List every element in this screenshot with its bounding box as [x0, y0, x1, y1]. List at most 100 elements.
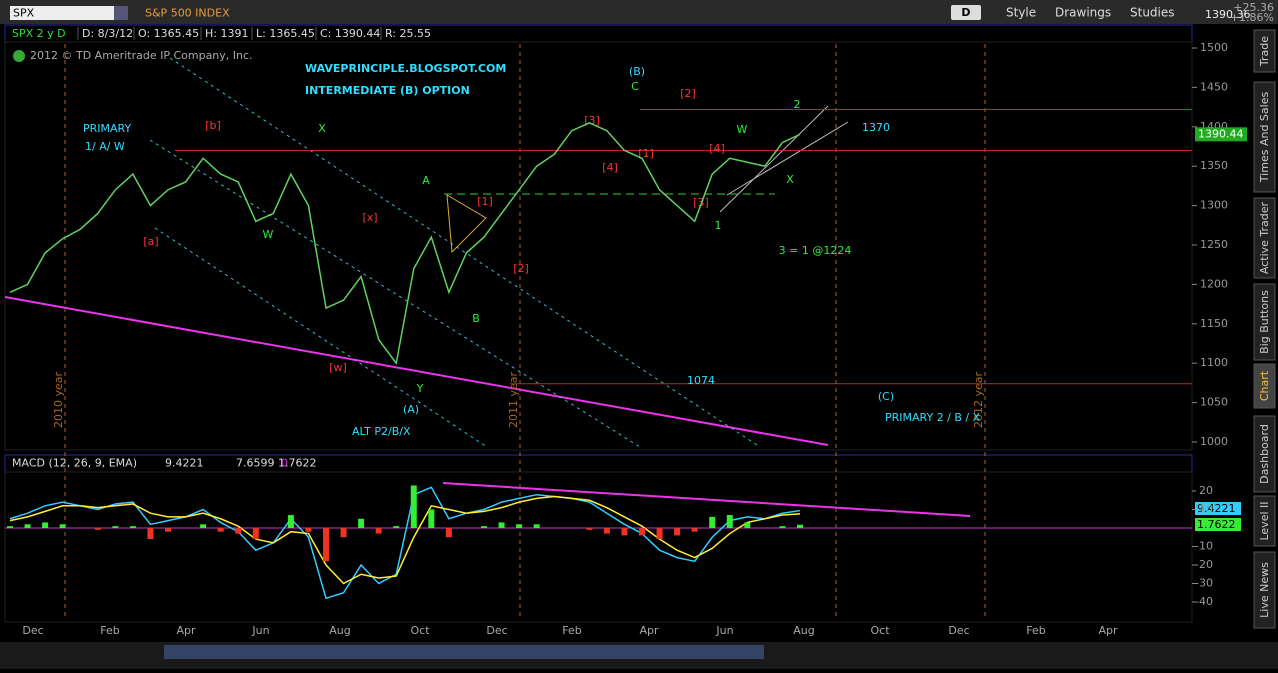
macd-trendline	[442, 482, 971, 517]
side-tab[interactable]	[1253, 363, 1276, 409]
diff-badge	[1195, 518, 1241, 531]
info-field: H: 1391	[205, 27, 248, 40]
histogram-bar	[621, 528, 628, 536]
y-tick-label: 1200	[1200, 277, 1228, 290]
scrollbar-thumb[interactable]	[164, 645, 764, 659]
histogram-bar	[129, 526, 136, 528]
info-icon[interactable]	[13, 50, 25, 62]
side-tab-label: Level II	[1258, 501, 1271, 540]
triangle	[446, 194, 487, 254]
macd-value: 7.6599	[236, 457, 275, 470]
annotation: X	[318, 122, 326, 135]
side-tab[interactable]	[1253, 495, 1276, 547]
annotation: [b]	[205, 119, 221, 132]
side-tab[interactable]	[1253, 81, 1276, 193]
y-tick-label: 1350	[1200, 159, 1228, 172]
period-label: D	[961, 6, 970, 19]
x-tick-label: Feb	[100, 624, 119, 637]
side-tab-label: Dashboard	[1258, 424, 1271, 484]
annotation: [4]	[602, 161, 618, 174]
last-price-badge	[1195, 127, 1247, 142]
symbol-box[interactable]	[10, 6, 114, 20]
side-tab-label: Active Trader	[1258, 201, 1271, 274]
histogram-bar	[358, 518, 365, 528]
info-field: D: 8/3/12	[82, 27, 133, 40]
histogram-bar	[217, 528, 224, 532]
channel-line	[169, 57, 761, 448]
histogram-bar	[586, 528, 593, 530]
histogram-bar	[24, 524, 31, 528]
year-label: 2012 year	[972, 372, 985, 429]
histogram-bar	[112, 526, 119, 528]
macd-panel	[4, 471, 1193, 623]
macd-line	[9, 495, 801, 585]
drawings-button[interactable]: Drawings	[1055, 6, 1111, 20]
style-button[interactable]: Style	[1006, 6, 1036, 20]
histogram-bar	[639, 528, 645, 536]
macd-title: MACD (12, 26, 9, EMA)	[12, 457, 137, 470]
last-price: 1390.36	[1205, 8, 1251, 21]
y-tick-label: 1250	[1200, 238, 1228, 251]
histogram-bar	[709, 516, 716, 528]
studies-button[interactable]: Studies	[1130, 6, 1175, 20]
channel-line	[154, 227, 488, 448]
annotation: ALT P2/B/X	[352, 425, 411, 438]
histogram-bar	[603, 528, 610, 534]
histogram-bar	[410, 485, 417, 528]
x-tick-label: Aug	[329, 624, 350, 637]
annotation: [1]	[477, 195, 493, 208]
x-tick-label: Oct	[410, 624, 430, 637]
side-tab-label: Trade	[1258, 36, 1271, 67]
x-tick-label: Dec	[22, 624, 43, 637]
histogram-bar	[779, 526, 786, 528]
side-tab[interactable]	[1253, 283, 1276, 361]
annotation: Y	[416, 382, 424, 395]
y-tick-label: 1500	[1200, 41, 1228, 54]
last-price-label: 1390.44	[1198, 127, 1244, 140]
histogram-bar	[498, 522, 505, 528]
period-button[interactable]	[951, 5, 981, 20]
annotation: WAVEPRINCIPLE.BLOGSPOT.COM	[305, 62, 506, 75]
annotation: 3 = 1 @1224	[779, 244, 852, 257]
annotation: (A)	[403, 403, 419, 416]
side-tab[interactable]	[1253, 29, 1276, 73]
y-tick-label: -30	[1195, 577, 1213, 590]
side-tab-label: Live News	[1258, 562, 1271, 618]
y-tick-label: -40	[1195, 595, 1213, 608]
annotation: 1/ A/ W	[85, 140, 125, 153]
histogram-bar	[375, 528, 382, 534]
annotation: W	[737, 123, 748, 136]
side-tab[interactable]	[1253, 415, 1276, 493]
histogram-bar	[516, 524, 523, 528]
symbol-dropdown[interactable]	[114, 6, 128, 20]
histogram-bar	[744, 522, 751, 528]
x-tick-label: Feb	[562, 624, 581, 637]
annotation: PRIMARY 2 / B / X	[885, 411, 981, 424]
y-tick-label: 1050	[1200, 396, 1228, 409]
x-tick-label: Apr	[639, 624, 659, 637]
histogram-bar	[59, 524, 66, 528]
histogram-bar	[323, 528, 329, 562]
histogram-bar	[305, 528, 312, 532]
side-tab[interactable]	[1253, 551, 1276, 629]
side-tab[interactable]	[1253, 197, 1276, 279]
annotation: [x]	[362, 211, 377, 224]
x-tick-label: Feb	[1026, 624, 1045, 637]
toolbar	[0, 0, 1278, 24]
annotation: (B)	[629, 65, 645, 78]
annotation: PRIMARY	[83, 122, 131, 135]
side-tab-label: Chart	[1258, 370, 1271, 401]
annotation: W	[263, 228, 274, 241]
price-line	[9, 122, 801, 366]
wedge-line	[726, 121, 849, 196]
copyright: 2012 © TD Ameritrade IP Company, Inc.	[30, 49, 253, 62]
macd-badge	[1195, 502, 1241, 515]
histogram-bar	[200, 524, 207, 528]
annotation: 2	[794, 98, 801, 111]
diff-badge-label: 1.7622	[1197, 518, 1236, 531]
histogram-bar	[287, 515, 294, 528]
y-tick-label: 1000	[1200, 435, 1228, 448]
annotation: [a]	[143, 235, 158, 248]
macd-value: 9.4221	[165, 457, 204, 470]
